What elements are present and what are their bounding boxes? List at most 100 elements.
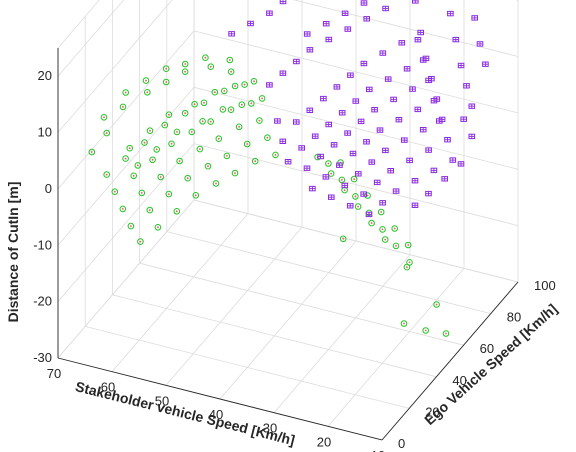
point-marker-dot bbox=[223, 90, 226, 92]
point-marker-ring bbox=[207, 63, 215, 70]
data-point bbox=[103, 171, 110, 178]
point-marker-ring bbox=[146, 206, 154, 214]
point-marker-dot bbox=[113, 190, 116, 193]
point-marker-ring bbox=[250, 78, 258, 85]
data-point bbox=[126, 144, 133, 152]
point-marker-ring bbox=[231, 82, 239, 90]
data-point bbox=[212, 180, 220, 187]
point-marker-dot bbox=[395, 245, 397, 247]
data-point bbox=[141, 139, 148, 146]
data-point bbox=[336, 162, 343, 168]
data-point bbox=[379, 226, 386, 233]
point-marker-ring bbox=[221, 87, 228, 95]
data-point bbox=[460, 116, 468, 122]
data-point bbox=[196, 145, 204, 153]
point-marker-ring bbox=[181, 109, 189, 117]
point-marker-dot bbox=[234, 85, 236, 87]
data-point bbox=[327, 194, 335, 200]
point-marker-dot bbox=[165, 81, 168, 83]
data-point bbox=[122, 89, 129, 96]
point-marker-dot bbox=[146, 91, 149, 94]
data-point bbox=[325, 160, 332, 167]
point-marker-ring bbox=[248, 100, 255, 107]
data-point bbox=[471, 15, 479, 21]
data-point bbox=[247, 20, 254, 27]
data-point bbox=[381, 236, 389, 243]
z-tick-label: -10 bbox=[33, 237, 52, 252]
data-point bbox=[122, 155, 129, 162]
point-marker-ring bbox=[181, 68, 189, 75]
point-marker-ring bbox=[173, 128, 181, 136]
data-point bbox=[349, 150, 357, 157]
point-marker-dot bbox=[226, 155, 228, 157]
point-marker-ring bbox=[165, 190, 173, 198]
point-marker-dot bbox=[199, 148, 201, 150]
point-marker-ring bbox=[88, 148, 96, 156]
data-point bbox=[376, 127, 384, 133]
point-marker-dot bbox=[380, 211, 383, 213]
grid-line bbox=[57, 0, 125, 77]
data-point bbox=[395, 116, 403, 123]
point-marker-dot bbox=[357, 205, 359, 208]
point-marker-dot bbox=[228, 59, 231, 61]
point-marker-dot bbox=[222, 108, 224, 111]
point-marker-ring bbox=[181, 60, 189, 68]
data-point bbox=[293, 58, 300, 65]
grid-line bbox=[273, 254, 411, 413]
point-marker-ring bbox=[142, 77, 150, 84]
data-point bbox=[339, 235, 347, 243]
point-marker-dot bbox=[132, 174, 135, 177]
y-axis-label: Ego Vehicle Speed [Km/h] bbox=[421, 301, 560, 428]
point-marker-ring bbox=[379, 226, 386, 233]
point-marker-ring bbox=[264, 134, 271, 141]
point-marker-dot bbox=[151, 158, 154, 161]
point-marker-dot bbox=[122, 106, 124, 108]
data-point bbox=[157, 173, 164, 181]
point-marker-dot bbox=[204, 56, 207, 59]
point-marker-dot bbox=[403, 322, 405, 325]
y-tick-label: 0 bbox=[398, 436, 405, 451]
point-marker-dot bbox=[253, 80, 255, 83]
point-marker-ring bbox=[256, 117, 263, 124]
data-point bbox=[377, 208, 385, 216]
data-point bbox=[274, 118, 281, 124]
point-marker-ring bbox=[134, 162, 142, 169]
data-point bbox=[357, 118, 365, 125]
data-point bbox=[138, 189, 146, 197]
point-marker-dot bbox=[384, 238, 387, 241]
point-marker-ring bbox=[137, 238, 144, 245]
data-points bbox=[88, 0, 489, 337]
data-point bbox=[103, 129, 110, 137]
point-marker-dot bbox=[327, 162, 330, 165]
data-point bbox=[400, 320, 408, 327]
data-point bbox=[344, 130, 351, 136]
point-marker-ring bbox=[327, 170, 335, 177]
data-point bbox=[279, 138, 287, 145]
point-marker-ring bbox=[364, 192, 371, 199]
grid-line bbox=[139, 262, 464, 346]
data-point bbox=[406, 157, 413, 164]
data-point bbox=[322, 21, 330, 27]
x-tick-label: 20 bbox=[317, 434, 331, 449]
point-marker-ring bbox=[100, 114, 108, 121]
data-point bbox=[384, 76, 392, 82]
point-marker-ring bbox=[176, 157, 183, 165]
point-marker-dot bbox=[213, 91, 216, 94]
data-point bbox=[243, 140, 251, 148]
grid-line bbox=[193, 199, 519, 283]
data-point bbox=[130, 172, 137, 180]
data-point bbox=[476, 41, 484, 47]
point-marker-ring bbox=[381, 236, 389, 243]
data-point bbox=[360, 0, 368, 6]
x-tick-label: 60 bbox=[101, 380, 115, 395]
data-point bbox=[292, 119, 300, 125]
point-marker-ring bbox=[165, 111, 173, 118]
point-marker-dot bbox=[366, 194, 369, 197]
data-point bbox=[368, 219, 375, 227]
data-point bbox=[382, 5, 389, 12]
x-axis-label: Stakeholder vehicle Speed [Km/h] bbox=[74, 378, 297, 448]
point-marker-dot bbox=[130, 225, 132, 227]
point-marker-dot bbox=[230, 70, 232, 73]
z-tick-label: -20 bbox=[33, 294, 52, 309]
